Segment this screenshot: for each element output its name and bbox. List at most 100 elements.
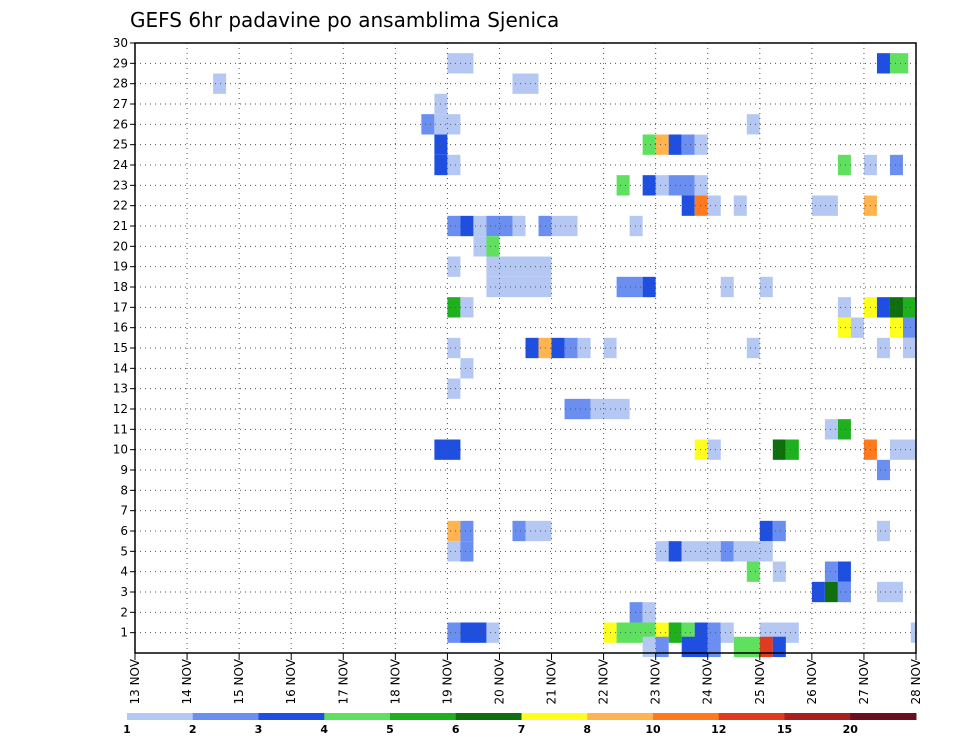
heatmap-cell bbox=[694, 175, 708, 196]
colorbar-label: 8 bbox=[583, 723, 591, 736]
heatmap-cell bbox=[707, 195, 721, 216]
y-tick-label: 25 bbox=[113, 138, 128, 152]
heatmap-cell bbox=[824, 561, 838, 582]
y-tick-label: 4 bbox=[120, 565, 128, 579]
colorbar-swatch bbox=[850, 713, 917, 720]
y-tick-label: 13 bbox=[113, 382, 128, 396]
cells-layer bbox=[213, 53, 916, 658]
y-tick-label: 19 bbox=[113, 260, 128, 274]
heatmap-cell bbox=[486, 276, 552, 298]
heatmap-cell bbox=[811, 195, 838, 216]
heatmap-cell bbox=[772, 520, 786, 542]
heatmap-cell bbox=[746, 114, 760, 135]
heatmap-cell bbox=[876, 337, 890, 359]
heatmap-cell bbox=[733, 541, 760, 562]
y-tick-label: 18 bbox=[113, 280, 128, 294]
heatmap-cell bbox=[473, 236, 487, 257]
x-tick-label: 15 NOV bbox=[232, 658, 246, 704]
heatmap-cell bbox=[837, 154, 851, 176]
y-tick-label: 7 bbox=[120, 504, 128, 518]
heatmap-cell bbox=[577, 337, 591, 359]
colorbar-label: 1 bbox=[123, 723, 131, 736]
colorbar-swatch bbox=[127, 713, 194, 720]
colorbar-swatch bbox=[521, 713, 588, 720]
x-tick-label: 19 NOV bbox=[440, 658, 454, 704]
heatmap-cell bbox=[655, 541, 669, 562]
x-tick-label: 18 NOV bbox=[388, 658, 402, 704]
heatmap-cell bbox=[629, 215, 643, 237]
y-tick-label: 21 bbox=[113, 219, 128, 233]
colorbar-label: 20 bbox=[843, 723, 859, 736]
heatmap-cell bbox=[837, 419, 851, 440]
heatmap-cell bbox=[694, 134, 708, 155]
chart-title: GEFS 6hr padavine po ansamblima Sjenica bbox=[130, 8, 559, 32]
heatmap-cell bbox=[733, 636, 760, 658]
y-tick-label: 6 bbox=[120, 524, 128, 538]
colorbar-label: 15 bbox=[777, 723, 792, 736]
heatmap-cell bbox=[551, 215, 578, 237]
heatmap-cell bbox=[447, 297, 461, 318]
heatmap-cell bbox=[902, 317, 916, 338]
heatmap-cell bbox=[551, 337, 565, 359]
heatmap-cell bbox=[681, 541, 721, 562]
colorbar-label: 2 bbox=[189, 723, 197, 736]
heatmap-cell bbox=[720, 622, 734, 643]
heatmap-cell bbox=[473, 215, 487, 237]
x-tick-label: 28 NOV bbox=[909, 658, 923, 704]
x-tick-label: 25 NOV bbox=[753, 658, 767, 704]
heatmap-cell bbox=[564, 398, 591, 420]
heatmap-cell bbox=[681, 636, 708, 658]
colorbar-swatch bbox=[718, 713, 785, 720]
heatmap-cell bbox=[655, 175, 669, 196]
x-tick-label: 26 NOV bbox=[805, 658, 819, 704]
heatmap-cell bbox=[902, 337, 916, 359]
heatmap-cell bbox=[642, 602, 656, 623]
colorbar-label: 4 bbox=[320, 723, 328, 736]
heatmap-cell bbox=[525, 520, 552, 542]
heatmap-cell bbox=[421, 114, 435, 135]
heatmap-cell bbox=[824, 419, 838, 440]
y-tick-label: 1 bbox=[120, 626, 128, 640]
heatmap-cell bbox=[694, 439, 708, 460]
heatmap-cell bbox=[447, 215, 461, 237]
heatmap-cell bbox=[876, 581, 903, 603]
heatmap-cell bbox=[447, 154, 461, 176]
y-tick-label: 23 bbox=[113, 178, 128, 192]
heatmap-cell bbox=[486, 215, 513, 237]
heatmap-cell bbox=[642, 134, 656, 155]
colorbar-swatch bbox=[324, 713, 391, 720]
heatmap-cell bbox=[772, 439, 786, 460]
y-tick-label: 24 bbox=[113, 158, 128, 172]
y-tick-label: 20 bbox=[113, 239, 128, 253]
x-tick-label: 21 NOV bbox=[545, 658, 559, 704]
heatmap-cell bbox=[512, 520, 526, 542]
y-tick-label: 17 bbox=[113, 300, 128, 314]
x-tick-label: 27 NOV bbox=[857, 658, 871, 704]
heatmap-cell bbox=[746, 561, 760, 582]
heatmap-cell bbox=[460, 622, 487, 643]
heatmap-cell bbox=[460, 358, 474, 379]
heatmap-cell bbox=[876, 520, 890, 542]
heatmap-cell bbox=[447, 256, 461, 277]
x-tick-label: 14 NOV bbox=[180, 658, 194, 704]
y-tick-label: 2 bbox=[120, 605, 128, 619]
heatmap-cell bbox=[486, 256, 552, 277]
colorbar-label: 12 bbox=[711, 723, 726, 736]
heatmap-cell bbox=[889, 439, 916, 460]
heatmap-cell bbox=[629, 602, 643, 623]
heatmap-cell bbox=[642, 636, 656, 658]
y-tick-label: 11 bbox=[113, 422, 128, 436]
colorbar-swatch bbox=[784, 713, 851, 720]
heatmap-cell bbox=[434, 114, 461, 135]
x-tick-label: 20 NOV bbox=[492, 658, 506, 704]
colorbar-swatch bbox=[390, 713, 457, 720]
colorbar-swatch bbox=[587, 713, 654, 720]
heatmap-cell bbox=[447, 622, 461, 643]
heatmap-cell bbox=[876, 459, 890, 481]
heatmap-cell bbox=[876, 53, 890, 74]
x-tick-label: 17 NOV bbox=[336, 658, 350, 704]
colorbar-swatch bbox=[653, 713, 720, 720]
heatmap-cell bbox=[460, 297, 474, 318]
heatmap-cell bbox=[772, 636, 786, 658]
heatmap-cell bbox=[447, 520, 461, 542]
